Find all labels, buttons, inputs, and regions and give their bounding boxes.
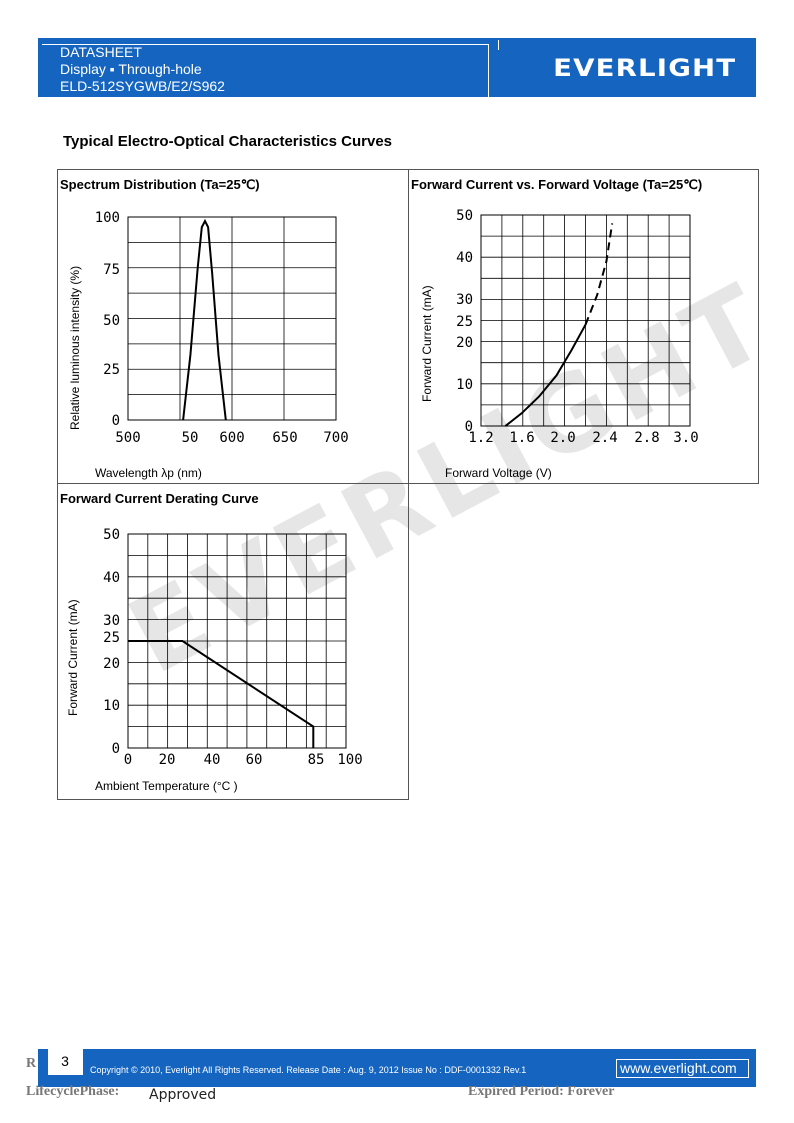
part-number: ELD-512SYGWB/E2/S962: [60, 78, 225, 94]
derating-y-tick-label: 20: [103, 656, 120, 672]
partial-revision-label: R: [26, 1056, 37, 1071]
spectrum-y-tick-label: 0: [112, 413, 120, 429]
lifecycle-label: LifecyclePhase:: [26, 1084, 120, 1099]
spectrum-x-tick-label: 650: [272, 430, 297, 446]
iv-x-tick-label: 1.2: [468, 430, 493, 446]
spectrum-x-tick-label: 500: [115, 430, 140, 446]
derating-panel: [57, 483, 409, 800]
iv-xlabel: Forward Voltage (V): [445, 466, 552, 480]
spectrum-x-tick-label: 50: [182, 430, 199, 446]
spectrum-x-tick-label: 700: [323, 430, 348, 446]
iv-y-tick-label: 10: [456, 377, 473, 393]
derating-x-tick-label: 60: [246, 752, 263, 768]
iv-y-tick-label: 25: [456, 314, 473, 330]
iv-title: Forward Current vs. Forward Voltage (Ta=…: [411, 177, 703, 192]
header-bar: DATASHEET Display ▪ Through-hole ELD-512…: [38, 38, 756, 97]
derating-x-tick-label: 0: [124, 752, 132, 768]
everlight-logo: EVERLIGHT: [552, 54, 736, 82]
website-frame: [616, 1059, 749, 1078]
spectrum-x-tick-label: 600: [219, 430, 244, 446]
expired-period: Expired Period: Forever: [468, 1084, 615, 1099]
copyright: Copyright © 2010, Everlight All Rights R…: [90, 1065, 527, 1075]
iv-x-tick-label: 2.4: [592, 430, 617, 446]
doc-type: DATASHEET: [60, 44, 142, 60]
derating-x-tick-label: 40: [204, 752, 221, 768]
iv-x-tick-label: 1.6: [509, 430, 534, 446]
derating-y-tick-label: 0: [112, 741, 120, 757]
page-number-box: [48, 1049, 83, 1075]
derating-y-tick-label: 50: [103, 527, 120, 543]
lifecycle-value: Approved: [149, 1087, 217, 1103]
iv-y-tick-label: 0: [465, 419, 473, 435]
spectrum-series-line-0: [182, 218, 227, 421]
page-number: 3: [61, 1053, 69, 1069]
iv-y-tick-label: 40: [456, 250, 473, 266]
derating-x-tick-label: 100: [337, 752, 362, 768]
iv-y-tick-label: 20: [456, 335, 473, 351]
section-title: Typical Electro-Optical Characteristics …: [63, 133, 393, 150]
spectrum-y-tick-label: 25: [103, 362, 120, 378]
derating-y-tick-label: 10: [103, 698, 120, 714]
derating-y-tick-label: 25: [103, 630, 120, 646]
iv-x-tick-label: 3.0: [673, 430, 698, 446]
footer-bar: 3 Copyright © 2010, Everlight All Rights…: [38, 1049, 756, 1087]
iv-x-tick-label: 2.8: [634, 430, 659, 446]
derating-series-line-0: [128, 640, 315, 748]
website-link[interactable]: www.everlight.com: [620, 1060, 737, 1076]
derating-title: Forward Current Derating Curve: [60, 491, 259, 506]
spectrum-xlabel: Wavelength λp (nm): [95, 466, 202, 480]
derating-x-tick-label: 20: [159, 752, 176, 768]
iv-series-line-0: [504, 324, 587, 427]
iv-x-tick-label: 2.0: [550, 430, 575, 446]
iv-series-line-1: [584, 223, 614, 326]
spectrum-y-tick-label: 50: [103, 313, 120, 329]
derating-x-tick-label: 85: [308, 752, 325, 768]
iv-y-tick-label: 30: [456, 292, 473, 308]
spectrum-y-tick-label: 75: [103, 262, 120, 278]
spectrum-y-tick-label: 100: [95, 210, 120, 226]
derating-y-tick-label: 40: [103, 570, 120, 586]
iv-y-tick-label: 50: [456, 208, 473, 224]
derating-xlabel: Ambient Temperature (°C ): [95, 779, 238, 793]
header-divider: [498, 40, 499, 50]
doc-category: Display ▪ Through-hole: [60, 61, 202, 77]
spectrum-title: Spectrum Distribution (Ta=25℃): [60, 177, 260, 192]
header-frame: [42, 44, 489, 97]
iv-panel: [408, 169, 759, 484]
derating-y-tick-label: 30: [103, 613, 120, 629]
